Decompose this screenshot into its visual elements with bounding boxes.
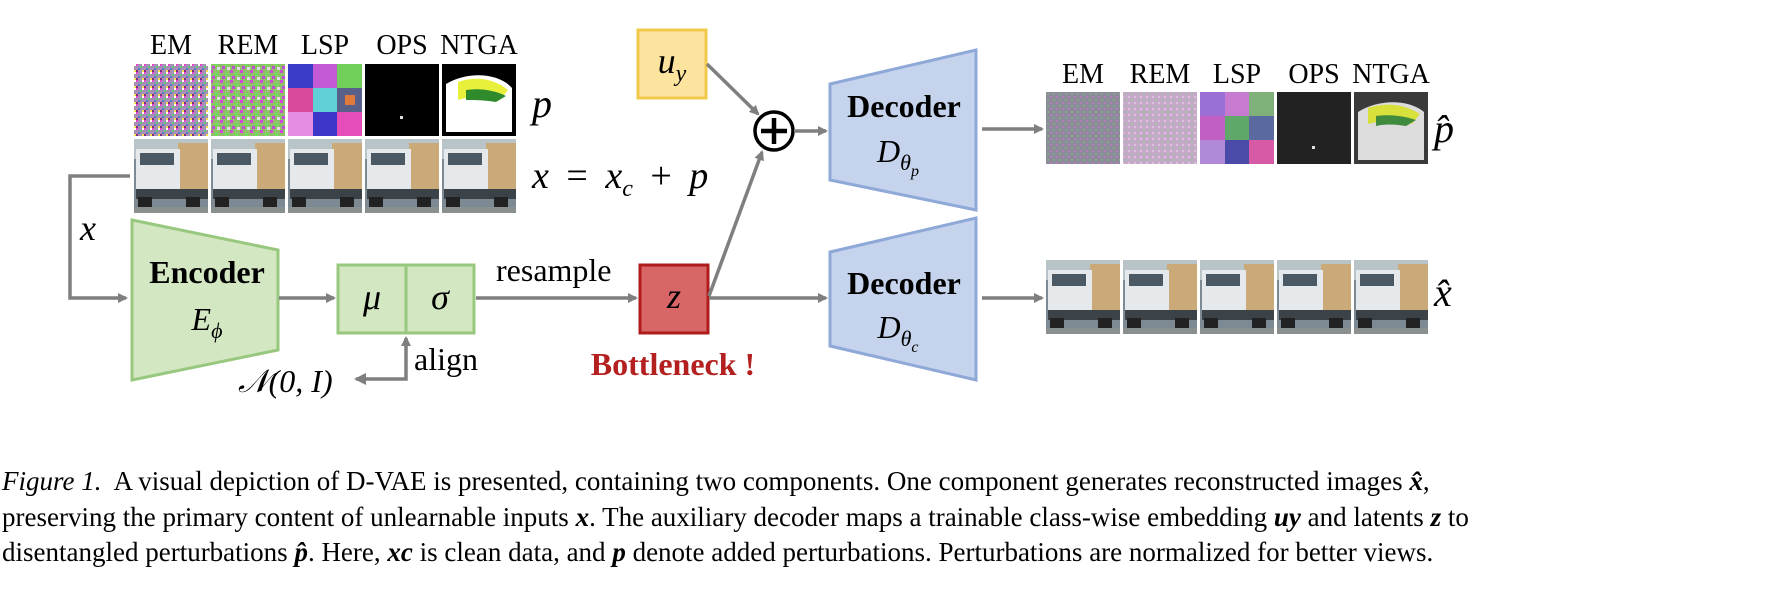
mu-box	[336, 263, 408, 335]
recon-label-lsp: LSP	[1213, 59, 1261, 90]
decoder-content: Decoder Dθc	[828, 216, 978, 382]
perturbation-label-ops: OPS	[376, 30, 427, 61]
latent-z: z	[638, 263, 710, 335]
recon-label-ops: OPS	[1288, 59, 1339, 90]
input-row	[134, 139, 516, 213]
recon-input-tile-rem	[1123, 260, 1197, 334]
caption-text-1b: ,	[1422, 466, 1430, 496]
decoder-c-title: Decoder	[847, 265, 961, 301]
perturbation-tile-ops	[365, 64, 439, 136]
class-embedding-symbol: uy	[658, 41, 687, 87]
input-tile-ops	[365, 139, 439, 213]
z-symbol: z	[666, 276, 681, 316]
caption-text-3c: is clean data, and	[419, 537, 606, 567]
perturbation-tile-rem	[211, 64, 285, 136]
decoder-perturbation: Decoder Dθp	[828, 48, 978, 212]
caption-line-2: preserving the primary content of unlear…	[2, 500, 1792, 536]
recon-input-tile-ops	[1277, 260, 1351, 334]
embedding-to-plus-arrow	[705, 62, 760, 116]
caption-text-3d: denote added perturbations. Perturbation…	[632, 537, 1434, 567]
perturbation-row-label: p	[529, 81, 552, 126]
reconstructed-perturbation-row	[1046, 92, 1428, 164]
align-label: align	[414, 341, 478, 377]
bottleneck-label: Bottleneck !	[591, 346, 755, 382]
caption-math-p: p	[612, 537, 626, 567]
input-tile-ntga	[442, 139, 516, 213]
recon-perturbation-tile-ops	[1277, 92, 1351, 164]
recon-label-ntga: NTGA	[1352, 59, 1431, 90]
encoder-title: Encoder	[149, 254, 265, 290]
input-tile-rem	[211, 139, 285, 213]
caption-line-3: disentangled perturbations p̂. Here, xc …	[2, 535, 1792, 571]
figure-caption: Figure 1. A visual depiction of D-VAE is…	[0, 464, 1792, 571]
perturbation-label-ntga: NTGA	[440, 30, 519, 61]
reconstructed-input-row	[1046, 260, 1428, 334]
caption-text-2d: to	[1447, 501, 1469, 532]
recon-label-rem: REM	[1130, 59, 1191, 90]
mu-symbol: μ	[362, 277, 381, 317]
latent-params: μ σ	[336, 263, 476, 335]
caption-math-xhat: x̂	[1409, 466, 1423, 496]
decoder-p-title: Decoder	[847, 88, 961, 124]
class-embedding: uy	[636, 28, 708, 100]
caption-text-3a: disentangled perturbations	[2, 537, 288, 567]
caption-math-phat: p̂	[294, 537, 308, 567]
caption-math-xc: xc	[387, 537, 413, 567]
perturbation-tile-ntga	[442, 64, 516, 136]
align-arrow-left-head	[354, 373, 366, 385]
prior-distribution: 𝒩(0, I)	[238, 363, 333, 399]
decoder-p-symbol: Dθp	[876, 133, 919, 180]
perturbation-label-rem: REM	[218, 30, 279, 61]
caption-text-2b: . The auxiliary decoder maps a trainable…	[589, 501, 1268, 532]
sigma-symbol: σ	[431, 277, 450, 317]
recon-label-em: EM	[1062, 59, 1104, 90]
perturbation-tile-em	[134, 64, 208, 136]
caption-math-uy: uy	[1273, 501, 1301, 532]
recon-input-tile-em	[1046, 260, 1120, 334]
recon-input-tile-ntga	[1354, 260, 1428, 334]
encoder: Encoder Eϕ	[130, 218, 280, 382]
recon-perturbation-tile-em	[1046, 92, 1120, 164]
recon-perturbation-tile-ntga	[1354, 92, 1428, 164]
caption-text-1a: A visual depiction of D-VAE is presented…	[113, 466, 1403, 496]
recon-perturbation-tile-rem	[1123, 92, 1197, 164]
input-tile-em	[134, 139, 208, 213]
decoder-c-symbol: Dθc	[876, 309, 918, 356]
caption-line-1: Figure 1. A visual depiction of D-VAE is…	[2, 464, 1792, 500]
perturbation-label-lsp: LSP	[301, 30, 349, 61]
caption-text-2a: preserving the primary content of unlear…	[2, 501, 569, 532]
align-arrow	[356, 336, 411, 381]
add-operator	[753, 110, 795, 152]
perturbation-label-em: EM	[150, 30, 192, 61]
recon-perturbation-tile-lsp	[1200, 92, 1274, 164]
reconstructed-perturbation-labels: EM REM LSP OPS NTGA	[1062, 59, 1431, 90]
reconstructed-input-label: x̂	[1433, 270, 1452, 315]
input-tile-lsp	[288, 139, 362, 213]
caption-text-3b: . Here,	[307, 537, 381, 567]
figure-label: Figure 1.	[2, 466, 102, 496]
encoder-symbol: Eϕ	[191, 301, 223, 343]
perturbation-tile-lsp	[288, 64, 362, 136]
caption-text-2c: and latents	[1307, 501, 1424, 532]
input-label: x	[79, 208, 96, 248]
resample-label: resample	[496, 252, 612, 288]
recon-input-tile-lsp	[1200, 260, 1274, 334]
caption-math-x: x	[575, 501, 590, 532]
z-to-plus-arrow	[707, 150, 764, 297]
sigma-box	[404, 263, 476, 335]
perturbation-labels: EM REM LSP OPS NTGA	[150, 30, 519, 61]
reconstructed-perturbation-label: p̂	[1431, 106, 1454, 151]
caption-math-z: z	[1430, 501, 1442, 532]
perturbation-row	[134, 64, 516, 136]
input-arrow	[68, 174, 130, 303]
input-equation: x = xc + p	[531, 155, 708, 205]
